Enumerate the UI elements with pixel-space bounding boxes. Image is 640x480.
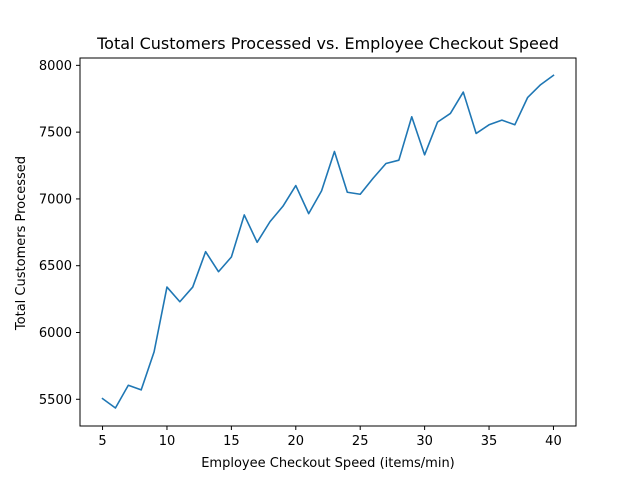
plot-area bbox=[79, 57, 577, 427]
x-tick-label: 30 bbox=[416, 434, 433, 449]
y-tick-label: 8000 bbox=[39, 59, 72, 74]
x-tick-label: 25 bbox=[352, 434, 369, 449]
x-tick-label: 15 bbox=[223, 434, 240, 449]
y-tick-label: 7500 bbox=[39, 126, 72, 141]
x-axis-ticks: 5 10 15 20 25 30 35 40 bbox=[98, 426, 562, 449]
series-line bbox=[101, 74, 555, 409]
plot-frame bbox=[79, 57, 577, 427]
x-tick-label: 40 bbox=[545, 434, 562, 449]
x-tick-label: 20 bbox=[288, 434, 305, 449]
x-tick-label: 5 bbox=[98, 434, 106, 449]
y-tick-label: 6500 bbox=[39, 259, 72, 274]
chart-title: Total Customers Processed vs. Employee C… bbox=[96, 34, 559, 53]
y-tick-label: 7000 bbox=[39, 192, 72, 207]
x-tick-label: 10 bbox=[159, 434, 176, 449]
x-axis-label: Employee Checkout Speed (items/min) bbox=[201, 456, 455, 471]
y-axis-ticks: 5500 6000 6500 7000 7500 8000 bbox=[39, 59, 80, 408]
y-tick-label: 6000 bbox=[39, 326, 72, 341]
y-tick-label: 5500 bbox=[39, 393, 72, 408]
x-tick-label: 35 bbox=[481, 434, 498, 449]
y-axis-label: Total Customers Processed bbox=[14, 156, 29, 331]
